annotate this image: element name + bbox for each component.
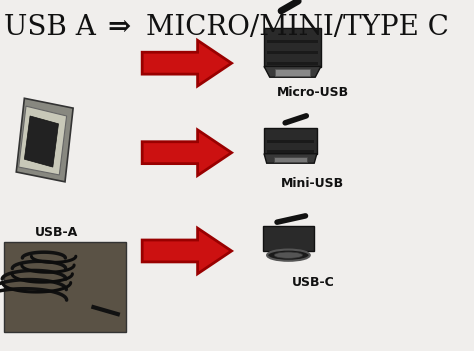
Bar <box>275 69 310 76</box>
Text: Micro-USB: Micro-USB <box>277 86 349 99</box>
Polygon shape <box>142 40 232 86</box>
Bar <box>264 128 317 154</box>
Text: Mini-USB: Mini-USB <box>281 177 344 190</box>
Ellipse shape <box>274 252 302 258</box>
Text: MICRO/MINI/TYPE C: MICRO/MINI/TYPE C <box>146 14 449 41</box>
Polygon shape <box>18 106 67 175</box>
Bar <box>4 242 126 332</box>
Polygon shape <box>264 28 321 67</box>
Bar <box>267 150 314 153</box>
Text: USB A: USB A <box>4 14 105 41</box>
Polygon shape <box>264 66 321 77</box>
Polygon shape <box>142 130 232 176</box>
Bar <box>273 157 307 162</box>
Bar <box>267 62 318 65</box>
Bar <box>267 140 314 143</box>
Polygon shape <box>24 116 58 167</box>
Bar <box>267 51 318 54</box>
Polygon shape <box>142 228 232 274</box>
Bar <box>263 226 314 251</box>
Polygon shape <box>264 154 317 163</box>
Text: ⇒: ⇒ <box>108 14 131 41</box>
Ellipse shape <box>267 250 310 261</box>
Text: USB-C: USB-C <box>292 276 334 289</box>
Text: USB-A: USB-A <box>35 226 79 239</box>
Polygon shape <box>16 98 73 182</box>
Bar <box>267 40 318 43</box>
